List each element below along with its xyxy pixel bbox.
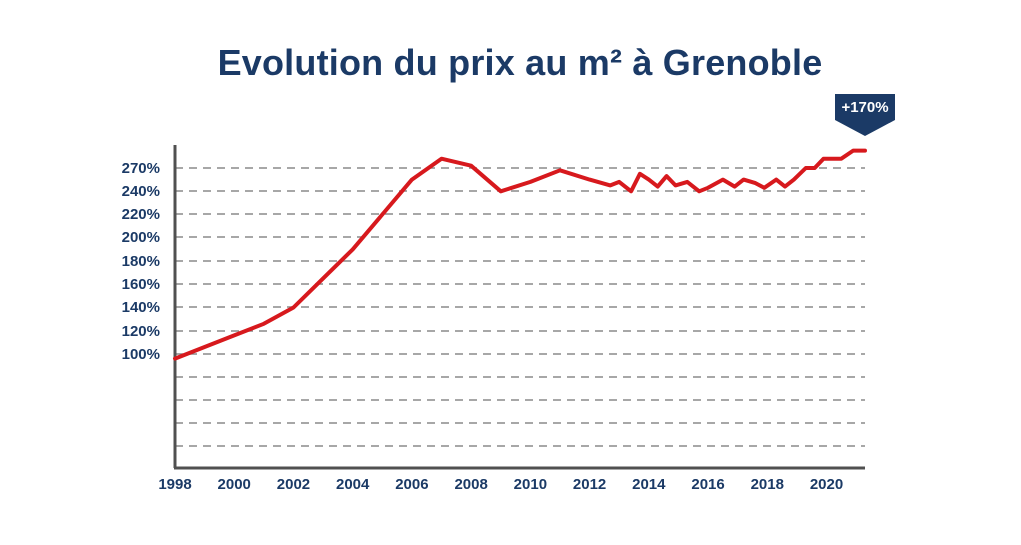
x-tick-label: 2020 (810, 476, 843, 493)
x-tick-label: 2000 (218, 476, 251, 493)
x-tick-label: 2004 (336, 476, 370, 493)
chart-title: Evolution du prix au m² à Grenoble (217, 42, 823, 83)
y-tick-label: 180% (122, 253, 160, 270)
annotation-label: +170% (841, 99, 888, 116)
y-tick-label: 240% (122, 183, 160, 200)
x-tick-label: 2008 (454, 476, 487, 493)
y-tick-label: 140% (122, 299, 160, 316)
x-tick-label: 2002 (277, 476, 310, 493)
x-tick-label: 2016 (691, 476, 724, 493)
x-tick-label: 1998 (158, 476, 191, 493)
series-line (173, 148, 867, 361)
x-tick-label: 2018 (751, 476, 784, 493)
y-tick-label: 220% (122, 206, 160, 223)
y-tick-label: 270% (122, 160, 160, 177)
y-tick-label: 120% (122, 323, 160, 340)
x-tick-label: 2006 (395, 476, 428, 493)
x-tick-label: 2014 (632, 476, 666, 493)
annotation-badge (835, 94, 895, 136)
x-tick-label: 2012 (573, 476, 606, 493)
y-tick-label: 100% (122, 346, 160, 363)
y-tick-label: 160% (122, 276, 160, 293)
x-tick-label: 2010 (514, 476, 547, 493)
y-tick-label: 200% (122, 229, 160, 246)
